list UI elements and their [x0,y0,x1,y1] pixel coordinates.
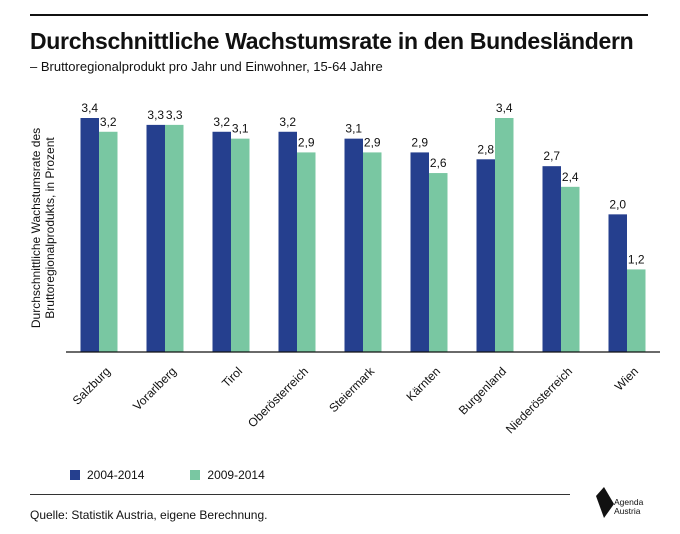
bars-group [80,118,646,352]
y-axis-label-line-2: Bruttoregionalprodukts, in Prozent [43,137,57,319]
top-rule [30,14,648,16]
bar-tirol-series-1 [212,131,231,352]
value-label-salzburg-series-1: 3,4 [81,101,98,115]
value-label-vorarlberg-series-2: 3,3 [166,108,183,122]
value-label-wien-series-2: 1,2 [628,252,645,266]
logo-mark [596,487,614,518]
value-label-burgenland-series-2: 3,4 [496,101,513,115]
value-label-burgenland-series-1: 2,8 [477,142,494,156]
logo-text-line-2: Austria [614,506,641,516]
bar-niederoesterreich-series-1 [542,166,561,352]
category-label-salzburg: Salzburg [70,364,113,407]
value-label-tirol-series-2: 3,1 [232,122,249,136]
value-label-niederoesterreich-series-1: 2,7 [543,149,560,163]
bar-salzburg-series-2 [99,131,118,352]
bar-oberoesterreich-series-1 [278,131,297,352]
bar-salzburg-series-1 [80,118,99,352]
chart-title: Durchschnittliche Wachstumsrate in den B… [30,28,634,54]
value-label-oberoesterreich-series-1: 3,2 [279,115,296,129]
bar-steiermark-series-2 [363,152,382,352]
category-label-oberoesterreich: Oberösterreich [245,364,311,430]
category-label-vorarlberg: Vorarlberg [130,364,179,413]
bar-steiermark-series-1 [344,138,363,352]
legend: 2004-2014 2009-2014 [70,468,265,482]
legend-item-series-2: 2009-2014 [190,468,265,482]
bar-vorarlberg-series-1 [146,124,165,352]
category-labels-group: Salzburg Vorarlberg Tirol Oberösterreich Ste… [70,364,641,437]
y-axis-label-line-1: Durchschnittliche Wachstumsrate des [29,128,43,328]
source-note: Quelle: Statistik Austria, eigene Berech… [30,508,268,522]
bar-wien-series-2 [627,269,646,352]
bottom-rule [30,494,570,495]
logo-text-line-1: Agenda [614,497,644,507]
category-label-kaernten: Kärnten [404,364,444,404]
category-label-wien: Wien [612,364,641,393]
value-label-niederoesterreich-series-2: 2,4 [562,170,579,184]
value-label-tirol-series-1: 3,2 [213,115,230,129]
value-labels-group: 3,43,2 3,3 3,3 3,2 3,1 3,22,93,12,9 2,92,62,83… [81,101,645,266]
legend-label-series-1: 2004-2014 [87,468,145,482]
value-label-kaernten-series-2: 2,6 [430,156,447,170]
bar-tirol-series-2 [231,138,250,352]
value-label-salzburg-series-2: 3,2 [100,115,117,129]
bar-vorarlberg-series-2 [165,124,184,352]
category-label-tirol: Tirol [219,364,245,390]
bar-wien-series-1 [608,214,627,352]
value-label-oberoesterreich-series-2: 2,9 [298,135,315,149]
legend-swatch-series-2 [190,470,201,480]
legend-label-series-2: 2009-2014 [207,468,265,482]
bar-burgenland-series-1 [476,159,495,352]
value-label-steiermark-series-1: 3,1 [345,122,362,136]
bar-burgenland-series-2 [495,118,514,352]
chart-subtitle: – Bruttoregionalprodukt pro Jahr und Ein… [30,59,383,74]
value-label-kaernten-series-1: 2,9 [411,135,428,149]
legend-swatch-series-1 [70,470,80,480]
category-label-burgenland: Burgenland [456,364,509,417]
bar-niederoesterreich-series-2 [561,186,580,352]
value-label-steiermark-series-2: 2,9 [364,135,381,149]
agenda-austria-logo [596,487,614,518]
category-label-niederoesterreich: Niederösterreich [503,364,575,436]
legend-item-series-1: 2004-2014 [70,468,144,482]
bar-kaernten-series-1 [410,152,429,352]
category-label-steiermark: Steiermark [326,364,378,416]
bar-kaernten-series-2 [429,173,448,352]
value-label-vorarlberg-series-1: 3,3 [147,108,164,122]
value-label-wien-series-1: 2,0 [609,197,626,211]
bar-oberoesterreich-series-2 [297,152,316,352]
